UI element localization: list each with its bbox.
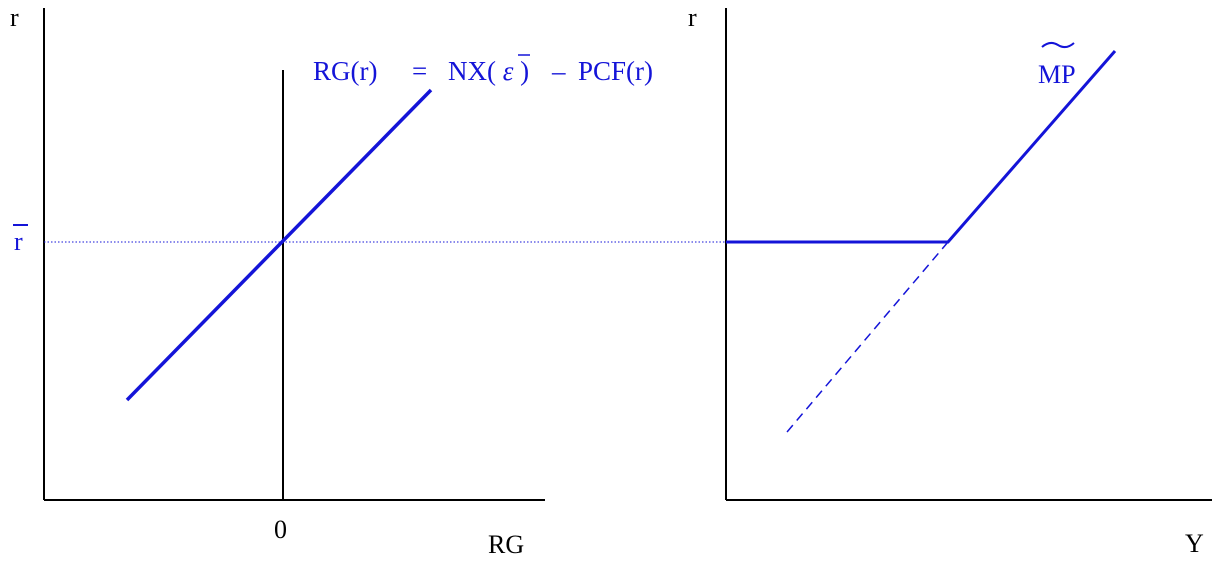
zero-tick-label: 0 <box>274 515 287 544</box>
rg-label-minus: – <box>551 56 566 86</box>
rg-curve-label: RG(r) = NX( ε ) – PCF(r) <box>313 54 653 86</box>
mp-tilde <box>1041 41 1075 49</box>
rg-label-nx: NX( <box>448 56 496 86</box>
rg-label-pcf: PCF(r) <box>578 56 653 86</box>
right-panel: r Y MP <box>688 3 1212 558</box>
rg-curve <box>125 88 433 402</box>
r-bar-label: r <box>14 227 23 256</box>
right-y-axis-label: r <box>688 3 697 32</box>
left-x-axis-label: RG <box>488 530 524 559</box>
rg-label-epsilon: ε <box>503 56 514 86</box>
rg-curve-label-text: RG(r) = NX( ε ) – PCF(r) <box>313 56 653 86</box>
mp-curve-label: MP <box>1038 60 1076 89</box>
rg-label-equals: = <box>412 56 427 86</box>
rg-label-close: ) <box>520 56 529 86</box>
mp-dashed-extension <box>786 241 949 433</box>
right-x-axis-label: Y <box>1185 529 1204 558</box>
left-y-axis-label: r <box>10 3 19 32</box>
rg-label-lhs: RG(r) <box>313 56 377 86</box>
left-panel: r 0 RG r RG(r) = NX( ε ) – PCF(r) <box>10 3 726 559</box>
